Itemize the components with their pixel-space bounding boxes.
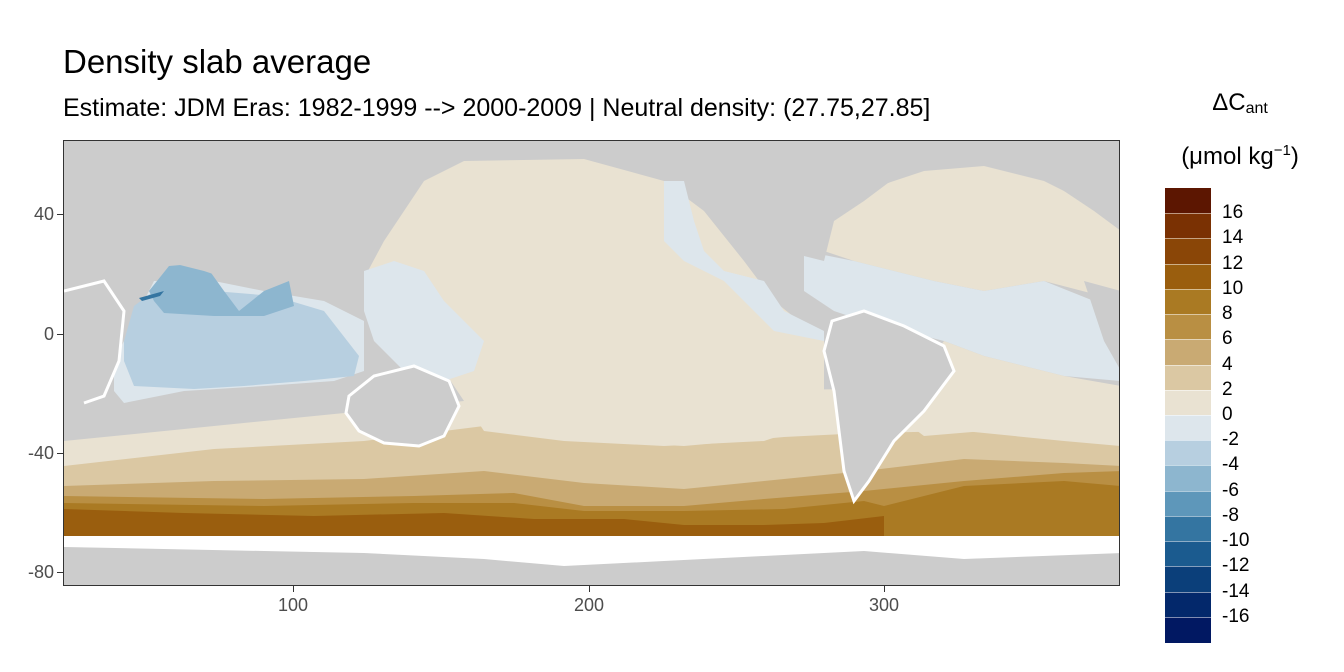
y-tick-mark — [57, 572, 63, 573]
atlantic-south — [904, 341, 1119, 436]
legend-tick — [1165, 364, 1211, 366]
legend-label: -10 — [1222, 530, 1250, 552]
legend-swatch — [1165, 389, 1211, 416]
legend-title-symbol: ΔCant — [1165, 88, 1315, 124]
y-tick-label: 0 — [43, 324, 54, 344]
legend-swatch — [1165, 515, 1211, 542]
legend-tick — [1165, 566, 1211, 568]
legend-tick — [1165, 490, 1211, 492]
x-tick-mark — [293, 586, 294, 592]
legend-label: -4 — [1222, 454, 1239, 476]
southern-band-10 — [64, 509, 884, 536]
legend-swatch — [1165, 591, 1211, 618]
y-tick-label: -80 — [27, 562, 54, 582]
legend-swatch — [1165, 288, 1211, 315]
legend-symbol-subscript: ant — [1245, 100, 1268, 117]
legend-swatch — [1165, 364, 1211, 391]
y-tick-label: 40 — [33, 204, 54, 224]
legend-label: 10 — [1222, 277, 1244, 299]
legend-label: 6 — [1222, 328, 1233, 350]
legend-label: 0 — [1222, 404, 1233, 425]
x-tick-label: 100 — [277, 595, 309, 615]
atlantic-tropical — [804, 251, 1119, 381]
y-tick-label: -40 — [27, 443, 54, 463]
legend-label: 14 — [1222, 227, 1244, 249]
legend-tick — [1165, 616, 1211, 618]
pacific-west-minus2 — [364, 261, 484, 381]
atlantic-north — [824, 166, 1119, 301]
legend-label: -12 — [1222, 555, 1250, 577]
legend-swatch — [1165, 566, 1211, 593]
legend-tick — [1165, 515, 1211, 517]
legend-tick — [1165, 591, 1211, 593]
legend-swatch — [1165, 465, 1211, 492]
eurasia — [64, 141, 444, 281]
legend-swatch — [1165, 188, 1211, 214]
africa — [64, 281, 124, 403]
legend-label: 12 — [1222, 252, 1244, 274]
pacific-minus2 — [664, 181, 824, 341]
south-america — [824, 311, 954, 501]
legend-tick — [1165, 213, 1211, 215]
legend-swatch — [1165, 238, 1211, 265]
legend-label: 4 — [1222, 353, 1233, 375]
legend-swatch — [1165, 213, 1211, 240]
legend-unit-open: (μmol kg — [1181, 143, 1274, 170]
legend-tick — [1165, 288, 1211, 290]
legend-label: -16 — [1222, 605, 1250, 627]
legend-tick — [1165, 465, 1211, 467]
legend-tick — [1165, 339, 1211, 341]
north-america — [684, 141, 904, 261]
legend-label: -8 — [1222, 504, 1239, 526]
legend-symbol: ΔC — [1212, 89, 1246, 116]
legend-swatch — [1165, 314, 1211, 340]
map-title: Density slab average — [63, 43, 372, 80]
legend-title-unit: (μmol kg−1) — [1160, 136, 1320, 172]
legend-tick — [1165, 415, 1211, 416]
legend-tick — [1165, 314, 1211, 316]
legend-tick — [1165, 389, 1211, 391]
legend-swatch — [1165, 490, 1211, 517]
legend-tick — [1165, 440, 1211, 442]
legend-label: 16 — [1222, 202, 1244, 224]
legend-tick — [1165, 263, 1211, 265]
y-tick-mark — [57, 334, 63, 335]
legend-swatch — [1165, 440, 1211, 467]
legend-swatch — [1165, 263, 1211, 290]
legend-label: -2 — [1222, 429, 1239, 451]
africa-east — [1024, 141, 1119, 230]
australia — [346, 366, 459, 446]
map-subtitle: Estimate: JDM Eras: 1982-1999 --> 2000-2… — [63, 94, 931, 122]
west-africa — [1084, 281, 1119, 368]
y-tick-mark — [57, 453, 63, 454]
x-tick-label: 200 — [573, 595, 605, 615]
map-panel — [63, 140, 1120, 586]
legend-colorbar — [1165, 188, 1211, 643]
x-tick-mark — [884, 586, 885, 592]
legend-swatch — [1165, 339, 1211, 366]
legend-tick — [1165, 541, 1211, 543]
indian-ocean-minus2 — [124, 291, 359, 389]
legend-swatch — [1165, 616, 1211, 643]
x-tick-mark — [589, 586, 590, 592]
legend-swatch — [1165, 415, 1211, 441]
indian-ocean-minus4 — [149, 263, 294, 316]
legend-label: -6 — [1222, 479, 1239, 501]
legend-label: -14 — [1222, 580, 1250, 602]
legend-swatch — [1165, 541, 1211, 567]
legend-unit-close: ) — [1290, 143, 1299, 170]
ocean-map — [64, 141, 1119, 585]
x-tick-label: 300 — [868, 595, 900, 615]
legend-tick — [1165, 238, 1211, 240]
pacific-ocean — [369, 159, 824, 446]
indian-ocean-deep — [139, 291, 164, 301]
legend-unit-superscript: −1 — [1273, 142, 1291, 159]
y-tick-mark — [57, 214, 63, 215]
legend-label: 8 — [1222, 303, 1233, 325]
legend-label: 2 — [1222, 378, 1233, 400]
